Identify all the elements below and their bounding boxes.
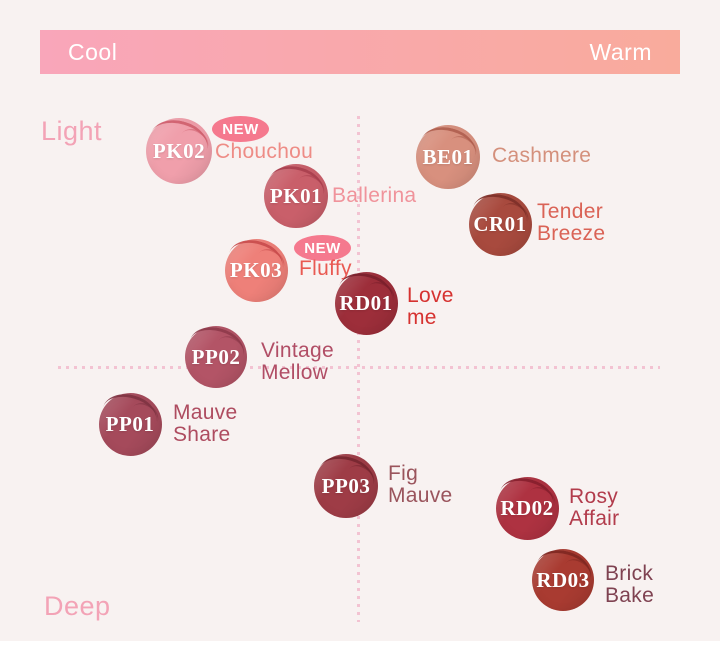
swatch-circle: PP02 bbox=[185, 326, 247, 388]
vertical-dotted-divider bbox=[357, 116, 360, 622]
shade-label: Fluffy bbox=[299, 257, 352, 280]
new-badge: NEW bbox=[294, 235, 351, 261]
swatch-circle: PK01 bbox=[264, 164, 328, 228]
swatch-circle: PK02 bbox=[146, 118, 212, 184]
shade-code: RD03 bbox=[536, 567, 590, 592]
swatch-circle: RD01 bbox=[334, 271, 398, 335]
horizontal-dotted-divider bbox=[58, 366, 660, 369]
shade-label: Tender Breeze bbox=[537, 200, 606, 245]
swatch-circle: PP03 bbox=[314, 454, 378, 518]
shade-code: PP01 bbox=[105, 411, 155, 436]
shade-label: Love me bbox=[407, 284, 454, 329]
bottom-margin-strip bbox=[0, 641, 720, 660]
shade-label: Brick Bake bbox=[605, 562, 655, 607]
shade-code: BE01 bbox=[422, 144, 474, 169]
shade-label: Fig Mauve bbox=[388, 462, 453, 507]
swatch-circle: CR01 bbox=[468, 192, 532, 256]
swatch-circle: BE01 bbox=[416, 125, 480, 189]
new-badge: NEW bbox=[212, 116, 269, 142]
shade-label: Rosy Affair bbox=[569, 485, 620, 530]
shade-label: Chouchou bbox=[215, 140, 314, 163]
shade-label: Ballerina bbox=[332, 184, 417, 207]
cool-axis-label: Cool bbox=[68, 38, 118, 65]
shade-code: PP02 bbox=[191, 344, 241, 369]
shade-label: Mauve Share bbox=[173, 401, 238, 446]
shade-code: CR01 bbox=[473, 211, 527, 236]
shade-code: PK03 bbox=[229, 257, 283, 282]
shade-label: Vintage Mellow bbox=[261, 339, 334, 384]
shade-code: RD02 bbox=[500, 495, 554, 520]
shade-label: Cashmere bbox=[492, 144, 592, 167]
swatch-circle: PP01 bbox=[98, 392, 162, 456]
deep-axis-label: Deep bbox=[44, 591, 111, 621]
light-axis-label: Light bbox=[41, 116, 103, 146]
shade-code: RD01 bbox=[339, 290, 393, 315]
swatch-circle: RD03 bbox=[532, 549, 594, 611]
shade-code: PK02 bbox=[152, 138, 206, 163]
shade-code: PP03 bbox=[321, 473, 371, 498]
shade-code: PK01 bbox=[269, 183, 323, 208]
warm-axis-label: Warm bbox=[589, 38, 652, 65]
temperature-axis-bar: Cool Warm bbox=[40, 30, 680, 74]
swatch-circle: PK03 bbox=[224, 238, 288, 302]
swatch-circle: RD02 bbox=[495, 476, 559, 540]
